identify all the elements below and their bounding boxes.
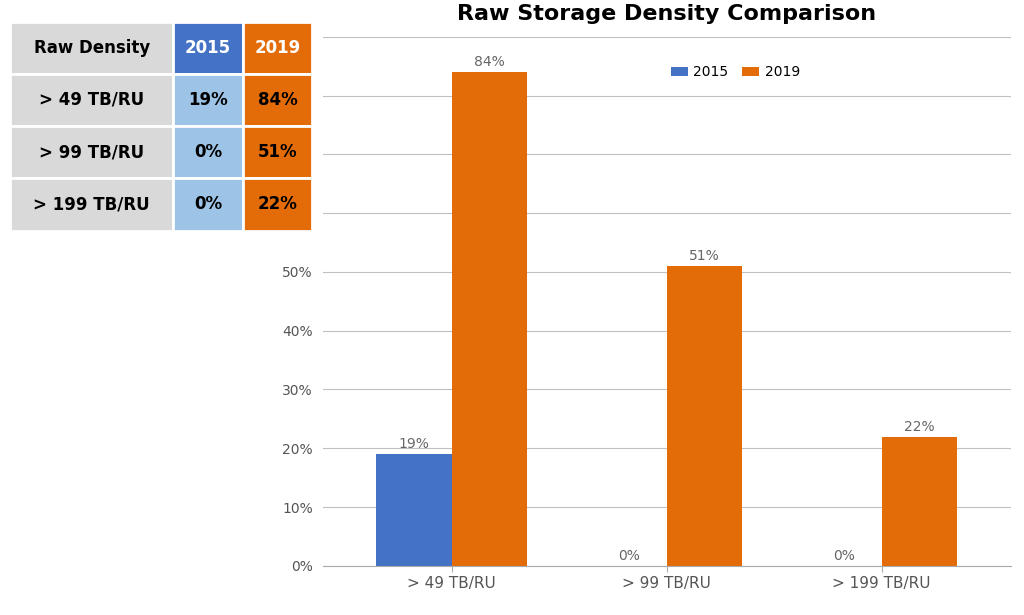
Bar	[10, 74, 173, 126]
Bar	[173, 74, 243, 126]
Bar	[243, 74, 312, 126]
Bar	[452, 72, 527, 566]
Bar	[173, 178, 243, 231]
Text: 0%: 0%	[194, 196, 222, 213]
Legend: 2015, 2019: 2015, 2019	[666, 60, 805, 85]
Bar	[10, 178, 173, 231]
Text: Raw Density: Raw Density	[34, 39, 150, 57]
Text: 19%: 19%	[188, 91, 228, 109]
Bar	[377, 454, 452, 566]
Bar	[173, 22, 243, 74]
Text: 0%: 0%	[834, 549, 855, 563]
Title: Raw Storage Density Comparison: Raw Storage Density Comparison	[457, 4, 877, 24]
Text: 22%: 22%	[258, 196, 298, 213]
Bar	[882, 437, 957, 566]
Text: 51%: 51%	[689, 249, 720, 263]
Bar	[10, 22, 173, 74]
Text: 0%: 0%	[194, 143, 222, 161]
Bar	[173, 126, 243, 178]
Text: 84%: 84%	[258, 91, 297, 109]
Text: > 49 TB/RU: > 49 TB/RU	[39, 91, 144, 109]
Text: > 199 TB/RU: > 199 TB/RU	[34, 196, 151, 213]
Bar	[10, 126, 173, 178]
Text: 0%: 0%	[618, 549, 640, 563]
Text: 51%: 51%	[258, 143, 297, 161]
Bar	[243, 126, 312, 178]
Text: 84%: 84%	[474, 55, 505, 69]
Text: 2019: 2019	[254, 39, 301, 57]
Text: 22%: 22%	[904, 419, 935, 434]
Bar	[243, 22, 312, 74]
Text: > 99 TB/RU: > 99 TB/RU	[39, 143, 144, 161]
Bar	[243, 178, 312, 231]
Text: 19%: 19%	[398, 437, 429, 451]
Bar	[667, 266, 742, 566]
Text: 2015: 2015	[185, 39, 231, 57]
